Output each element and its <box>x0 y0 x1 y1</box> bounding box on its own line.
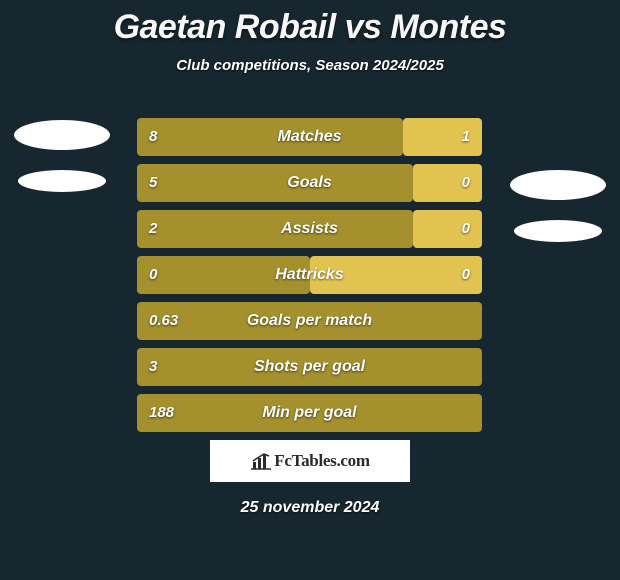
stat-label: Goals per match <box>137 302 482 340</box>
stat-label: Assists <box>137 210 482 248</box>
stat-label: Hattricks <box>137 256 482 294</box>
subtitle: Club competitions, Season 2024/2025 <box>0 57 620 74</box>
avatar-ellipse-back <box>510 170 606 200</box>
stat-label: Min per goal <box>137 394 482 432</box>
stat-row: 00Hattricks <box>137 256 482 294</box>
avatar-ellipse-front <box>18 170 106 192</box>
stat-row: 0.63Goals per match <box>137 302 482 340</box>
avatar-ellipse-front <box>514 220 602 242</box>
chart-icon <box>250 452 272 470</box>
stat-label: Shots per goal <box>137 348 482 386</box>
stat-label: Matches <box>137 118 482 156</box>
page-title: Gaetan Robail vs Montes <box>0 0 620 47</box>
stat-row: 50Goals <box>137 164 482 202</box>
stat-rows-container: 81Matches 50Goals 20Assists 00Hattricks 0.63… <box>137 118 482 440</box>
watermark-text: FcTables.com <box>274 451 369 471</box>
stat-row: 81Matches <box>137 118 482 156</box>
stat-row: 3Shots per goal <box>137 348 482 386</box>
watermark: FcTables.com <box>210 440 410 482</box>
player-avatar-right <box>510 170 606 200</box>
stat-label: Goals <box>137 164 482 202</box>
stat-row: 20Assists <box>137 210 482 248</box>
avatar-ellipse-back <box>14 120 110 150</box>
stat-row: 188Min per goal <box>137 394 482 432</box>
player-avatar-left <box>14 120 110 150</box>
date-text: 25 november 2024 <box>0 499 620 517</box>
